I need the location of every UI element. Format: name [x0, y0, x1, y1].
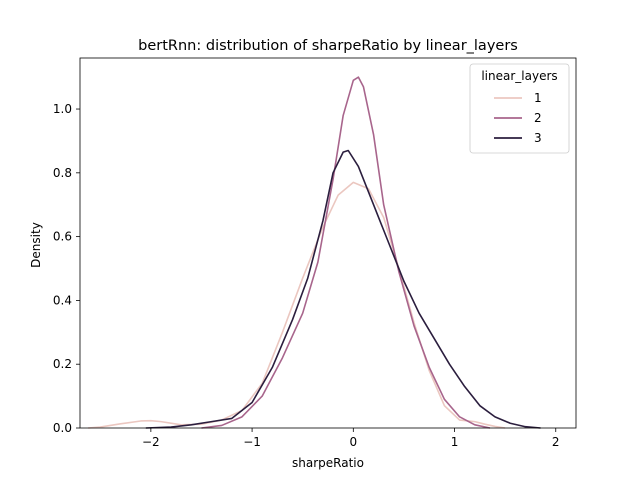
legend-label-2: 2	[534, 111, 542, 125]
legend-label-3: 3	[534, 131, 542, 145]
x-tick-label: 1	[451, 435, 459, 449]
x-axis-label: sharpeRatio	[292, 456, 364, 470]
y-tick-label: 0.6	[53, 230, 72, 244]
x-tick-label: 2	[552, 435, 560, 449]
legend-title: linear_layers	[481, 69, 557, 83]
y-tick-label: 0.4	[53, 293, 72, 307]
y-axis-label: Density	[29, 222, 43, 268]
chart-title: bertRnn: distribution of sharpeRatio by …	[138, 38, 518, 54]
y-axis: 0.0 0.2 0.4 0.6 0.8 1.0	[53, 102, 80, 435]
plot-area	[79, 57, 577, 429]
y-tick-label: 0.8	[53, 166, 72, 180]
x-axis: −2 −1 0 1 2	[142, 428, 560, 449]
x-tick-label: 0	[349, 435, 357, 449]
y-tick-label: 0.0	[53, 421, 72, 435]
y-tick-label: 1.0	[53, 102, 72, 116]
series-line-2	[201, 76, 491, 429]
x-tick-label: −2	[142, 435, 160, 449]
plot-frame	[79, 57, 577, 429]
legend: linear_layers 1 2 3	[469, 63, 570, 154]
legend-label-1: 1	[534, 91, 542, 105]
y-tick-label: 0.2	[53, 357, 72, 371]
x-tick-label: −1	[243, 435, 261, 449]
series-line-3	[145, 149, 541, 429]
series-line-1	[88, 181, 506, 429]
legend-box	[469, 63, 570, 154]
